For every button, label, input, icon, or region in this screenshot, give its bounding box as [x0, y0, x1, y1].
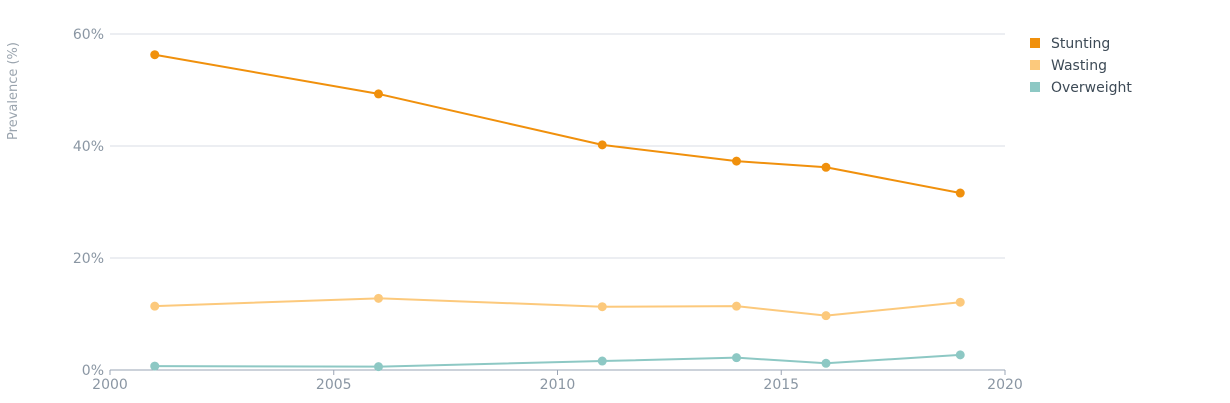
legend-swatch [1030, 60, 1040, 70]
data-point[interactable] [955, 188, 965, 198]
x-tick-label: 2010 [540, 377, 576, 393]
series-stunting [150, 50, 965, 198]
data-point[interactable] [597, 356, 607, 366]
data-point[interactable] [732, 156, 741, 166]
series-line [154, 53, 961, 195]
data-point[interactable] [597, 302, 607, 312]
data-point[interactable] [955, 297, 965, 307]
y-tick-label: 0% [82, 363, 104, 379]
gridlines [110, 33, 1005, 259]
data-point[interactable] [374, 89, 383, 99]
legend-item-overweight[interactable]: Overweight [1030, 80, 1132, 96]
data-point[interactable] [150, 301, 160, 311]
legend: Stunting Wasting Overweight [1030, 36, 1132, 96]
legend-item-wasting[interactable]: Wasting [1030, 58, 1107, 74]
series-wasting [150, 293, 965, 321]
x-tick-label: 2020 [987, 377, 1023, 393]
data-point[interactable] [374, 362, 383, 372]
x-tick-label: 2015 [763, 377, 799, 393]
data-point[interactable] [150, 361, 160, 371]
legend-swatch [1030, 82, 1040, 92]
series-overweight [150, 350, 965, 372]
x-tick-label: 2005 [316, 377, 352, 393]
data-point[interactable] [150, 50, 160, 60]
data-point[interactable] [821, 162, 831, 172]
data-point[interactable] [821, 311, 831, 321]
legend-label: Wasting [1051, 58, 1107, 74]
series-line [154, 297, 961, 317]
y-axis-label: Prevalence (%) [6, 42, 21, 140]
series-line [154, 353, 961, 368]
data-point[interactable] [374, 293, 383, 303]
x-tick-label: 2000 [92, 377, 128, 393]
data-point[interactable] [955, 350, 965, 360]
series-lines [150, 50, 965, 372]
y-tick-label: 20% [73, 251, 104, 267]
y-tick-label: 60% [73, 27, 104, 43]
y-tick-label: 40% [73, 139, 104, 155]
data-point[interactable] [732, 301, 741, 311]
legend-label: Overweight [1051, 80, 1132, 96]
legend-swatch [1030, 38, 1040, 48]
legend-item-stunting[interactable]: Stunting [1030, 36, 1110, 52]
data-point[interactable] [597, 140, 607, 150]
data-point[interactable] [821, 358, 831, 368]
y-axis-ticks: 0% 20% 40% 60% [73, 27, 104, 379]
data-point[interactable] [732, 353, 741, 363]
legend-label: Stunting [1051, 36, 1110, 52]
x-axis-ticks: 2000 2005 2010 2015 2020 [92, 370, 1023, 393]
